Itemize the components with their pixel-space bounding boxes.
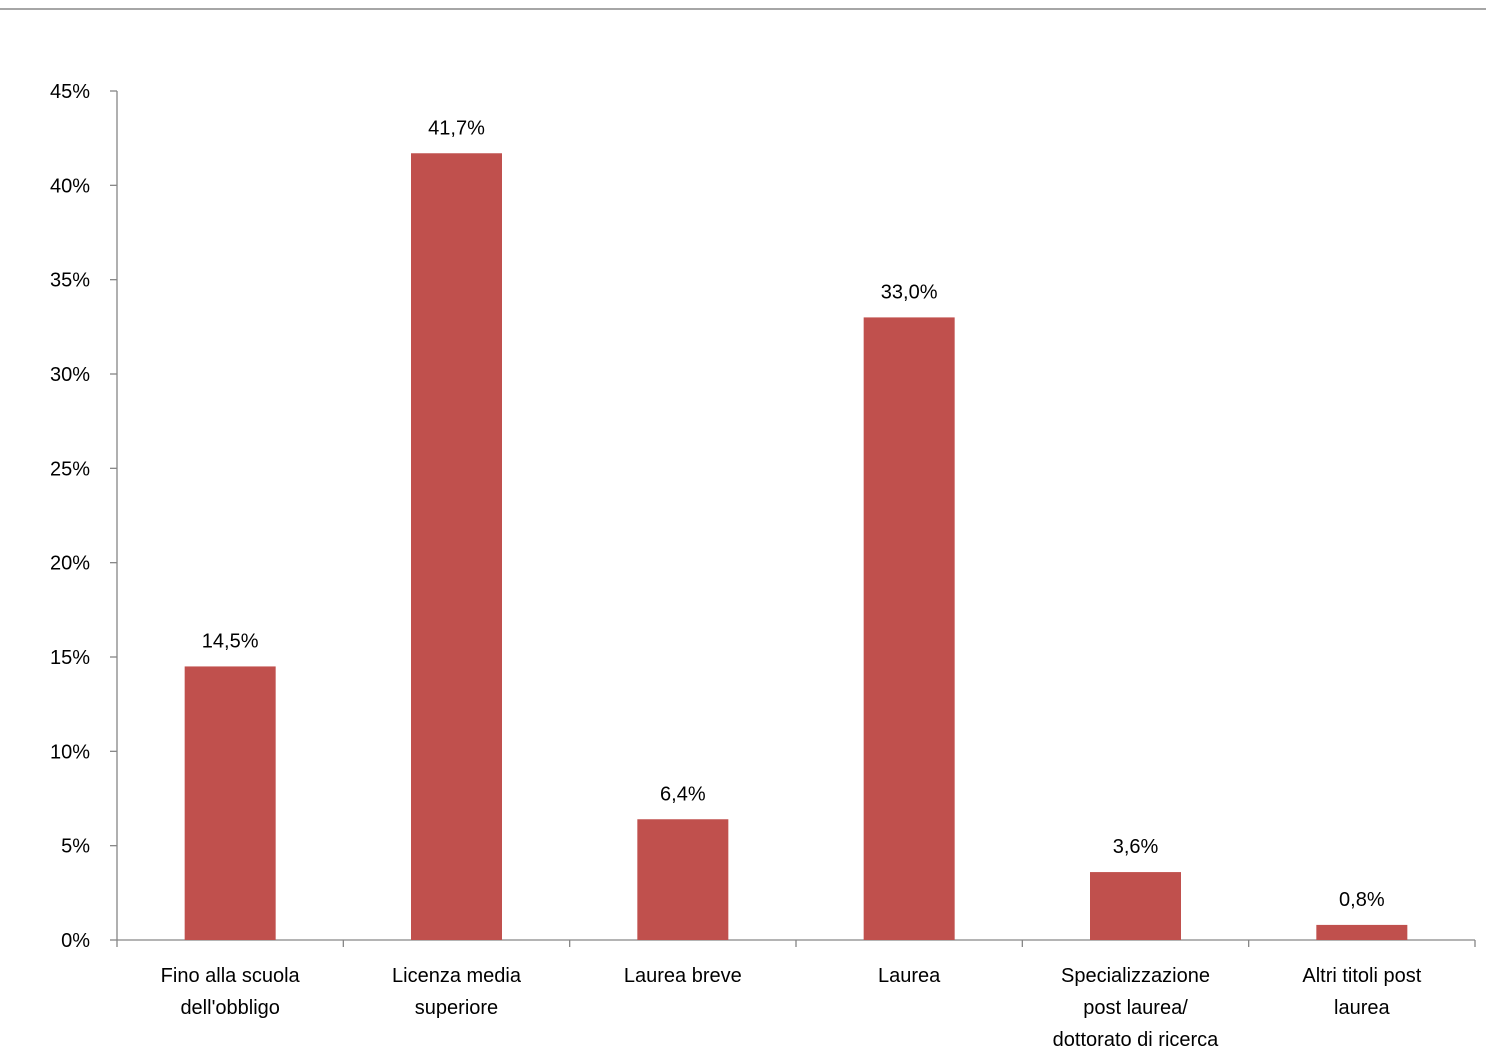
y-tick-label: 45%	[50, 81, 90, 103]
x-tick-label: Specializzazione post laurea/dottorato di…	[1053, 965, 1220, 1051]
y-tick-label: 40%	[50, 175, 90, 197]
x-tick-label: Licenza media superiore	[392, 965, 522, 1019]
bar	[1090, 872, 1181, 940]
x-tick-label-line: Specializzazione	[1061, 965, 1210, 987]
y-tick-label: 5%	[61, 836, 90, 858]
data-label: 3,6%	[1113, 836, 1159, 858]
y-tick-label: 0%	[61, 930, 90, 952]
x-tick-label-line: dottorato di ricerca	[1053, 1029, 1220, 1051]
data-label: 14,5%	[202, 630, 259, 652]
x-tick-label-line: Altri titoli post	[1302, 965, 1421, 987]
x-tick-label-line: post laurea/	[1083, 997, 1188, 1019]
bar	[411, 153, 502, 940]
bar	[1316, 924, 1408, 940]
y-tick-label: 15%	[50, 647, 90, 669]
x-tick-label: Altri titoli post laurea	[1302, 965, 1421, 1019]
y-tick-label: 25%	[50, 458, 90, 480]
x-tick-label-line: Licenza media	[392, 965, 522, 987]
x-tick-label-line: Laurea breve	[624, 965, 742, 987]
x-axis: Fino alla scuola dell'obbligo Licenza medi…	[116, 939, 1476, 1051]
bars	[184, 153, 1408, 940]
x-tick-label-line: Fino alla scuola	[161, 965, 301, 987]
y-tick-label: 30%	[50, 364, 90, 386]
x-tick-label: Laurea	[878, 965, 941, 987]
x-tick-label: Fino alla scuola dell'obbligo	[161, 965, 301, 1019]
x-tick-label-line: Laurea	[878, 965, 941, 987]
y-axis: 0% 5% 10% 15% 20% 25% 30% 35% 40% 45%	[50, 81, 118, 952]
bar	[184, 666, 276, 940]
bar	[637, 819, 729, 940]
x-tick-label: Laurea breve	[624, 965, 742, 987]
data-label: 0,8%	[1339, 889, 1385, 911]
y-tick-label: 10%	[50, 741, 90, 763]
data-label: 6,4%	[660, 783, 706, 805]
data-label: 33,0%	[881, 281, 938, 303]
x-tick-label-line: superiore	[415, 997, 498, 1019]
x-tick-label-line: dell'obbligo	[180, 997, 279, 1019]
bar	[863, 317, 955, 940]
data-label: 41,7%	[428, 117, 485, 139]
data-labels: 14,5% 41,7% 6,4% 33,0% 3,6% 0,8%	[202, 117, 1385, 911]
y-tick-label: 20%	[50, 553, 90, 575]
y-tick-label: 35%	[50, 270, 90, 292]
x-tick-label-line: laurea	[1334, 997, 1390, 1019]
